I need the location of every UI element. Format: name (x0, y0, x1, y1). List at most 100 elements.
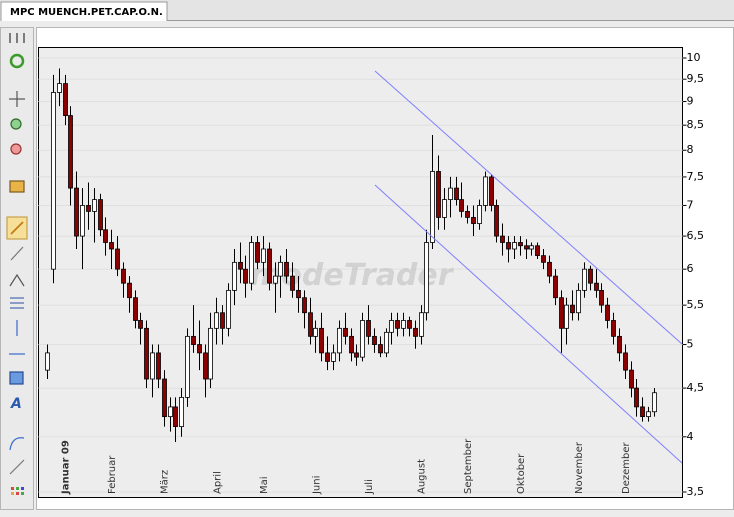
candle-body (74, 187, 79, 237)
candle-body (366, 320, 371, 337)
candle-body (115, 248, 120, 270)
candle-body (179, 396, 184, 427)
candle-body (629, 369, 634, 389)
candle-body (173, 406, 178, 427)
candle-body (278, 261, 283, 277)
candle-body (343, 327, 348, 337)
zoom-in-icon[interactable] (10, 118, 22, 130)
zoom-out-icon[interactable] (10, 143, 22, 155)
candle-body (360, 320, 365, 358)
candle-body (354, 352, 359, 358)
candle-body (605, 304, 610, 321)
y-tick-label: 6 (687, 262, 694, 275)
candle-body (570, 304, 575, 314)
candle-body (465, 210, 470, 218)
candle-body (594, 282, 599, 291)
candle-body (138, 320, 143, 329)
x-tick-label: Mai (259, 476, 270, 494)
candle-body (319, 327, 324, 354)
toolbar (0, 27, 34, 510)
y-tick-label: 3,5 (687, 485, 705, 498)
candle-body (203, 352, 208, 380)
candle-body (500, 235, 505, 243)
candle-body (529, 245, 534, 250)
candle-body (191, 335, 196, 345)
candle-body (599, 289, 604, 306)
candle-body (337, 327, 342, 354)
x-tick-label: Juli (364, 479, 375, 495)
y-tick-label: 7,5 (687, 170, 705, 183)
channel-line (374, 184, 683, 464)
candle-body (133, 297, 138, 321)
y-tick-label: 9 (687, 95, 694, 108)
candle-body (395, 320, 400, 329)
candle-body (150, 352, 155, 380)
candle-body (553, 275, 558, 299)
candle-body (535, 245, 540, 257)
grid (38, 57, 683, 493)
candle-body (389, 320, 394, 333)
candle-body (582, 268, 587, 291)
candle-body (296, 289, 301, 299)
y-tick-label: 7 (687, 198, 694, 211)
candle-body (214, 312, 219, 329)
candle-body (494, 205, 499, 237)
channel-line (374, 70, 683, 345)
candle-body (407, 320, 412, 329)
candle-body (483, 176, 488, 206)
candle-body (109, 242, 114, 250)
candle-body (103, 229, 108, 243)
candle-body (121, 268, 126, 284)
y-tick-label: 8 (687, 143, 694, 156)
x-tick-label: September (463, 438, 474, 494)
candle-body (652, 392, 657, 413)
candle-body (430, 171, 435, 243)
x-tick-label: Februar (107, 455, 118, 494)
y-tick-label: 9,5 (687, 72, 705, 85)
candle-body (611, 320, 616, 337)
candle-body (308, 312, 313, 337)
rect-tool[interactable] (9, 371, 24, 385)
text-tool[interactable]: A (10, 396, 22, 412)
candle-body (156, 352, 161, 380)
candle-body (273, 275, 278, 284)
candle-body (564, 304, 569, 329)
x-tick-label: Juni (311, 476, 322, 495)
candle-body (506, 242, 511, 250)
candle-body (185, 335, 190, 398)
candle-body (372, 335, 377, 345)
candle-body (512, 242, 517, 250)
candle-body (267, 248, 272, 284)
candle-body (401, 320, 406, 329)
candle-body (144, 327, 149, 380)
candle-body (384, 331, 389, 354)
candle-body (197, 344, 202, 354)
candle-body (349, 335, 354, 354)
x-tick-label: November (574, 441, 585, 494)
candle-body (541, 255, 546, 263)
y-tick-label: 4 (687, 430, 694, 443)
candle-body (220, 312, 225, 329)
candle-body (92, 199, 97, 212)
y-tick-label: 6,5 (687, 229, 705, 242)
candle-body (162, 378, 167, 418)
candle-body (547, 261, 552, 277)
candle-body (98, 199, 103, 231)
window-icon[interactable] (9, 180, 25, 193)
candle-body (313, 327, 318, 337)
plot-area (38, 47, 683, 498)
tab-bar (0, 0, 734, 21)
tab[interactable] (0, 1, 168, 21)
candle-body (419, 312, 424, 337)
candle-body (640, 406, 645, 418)
candle-body (448, 187, 453, 200)
tab-title: MPC MUENCH.PET.CAP.O.N. (10, 7, 163, 18)
refresh-icon[interactable] (9, 53, 25, 69)
candle-body (255, 242, 260, 263)
candle-body (63, 83, 68, 116)
candle-body (576, 289, 581, 314)
toolbar-icons: A (6, 33, 28, 495)
candle-body (45, 352, 50, 371)
candle-body (51, 92, 56, 270)
